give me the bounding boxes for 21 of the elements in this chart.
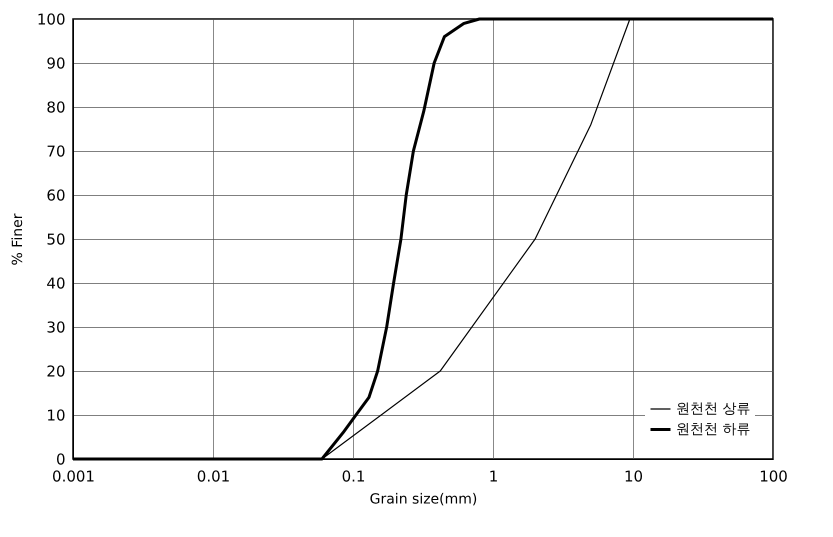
x-tick-label: 0.01	[196, 468, 230, 486]
legend-label: 원천천 상류	[676, 401, 750, 417]
x-tick-label: 1	[488, 468, 498, 486]
y-tick-label: 80	[46, 98, 66, 116]
y-tick-label: 70	[46, 142, 66, 160]
x-axis-title: Grain size(mm)	[370, 492, 478, 508]
y-tick-label: 100	[36, 10, 66, 28]
y-tick-label: 30	[46, 318, 66, 336]
y-tick-label: 20	[46, 362, 66, 380]
y-tick-label: 90	[46, 54, 66, 72]
x-tick-label: 0.1	[342, 468, 366, 486]
legend-label: 원천천 하류	[676, 422, 750, 438]
x-tick-label: 100	[759, 468, 788, 486]
x-tick-label: 0.001	[52, 468, 95, 486]
x-tick-label: 10	[624, 468, 644, 486]
y-axis-title: % Finer	[10, 213, 26, 266]
y-tick-label: 40	[46, 274, 66, 292]
y-tick-label: 60	[46, 186, 66, 204]
y-tick-label: 0	[56, 450, 66, 468]
y-tick-label: 10	[46, 406, 66, 424]
y-tick-label: 50	[46, 230, 66, 248]
